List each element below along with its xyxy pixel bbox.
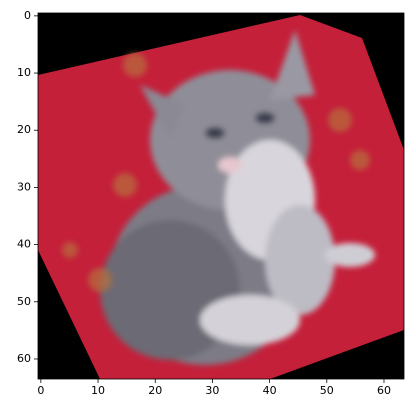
x-tick-label: 30	[205, 384, 219, 397]
x-tick-label: 40	[263, 384, 277, 397]
y-tick-label: 30	[17, 180, 31, 193]
y-tick-label: 40	[17, 238, 31, 251]
x-tick-label: 0	[37, 384, 44, 397]
x-tick-label: 10	[91, 384, 105, 397]
image	[38, 13, 404, 379]
x-tick-label: 60	[377, 384, 391, 397]
y-tick-label: 0	[24, 9, 31, 22]
y-tick-label: 60	[17, 352, 31, 365]
y-tick-label: 10	[17, 66, 31, 79]
blanket-pattern	[62, 53, 370, 292]
axes-frame	[37, 12, 405, 380]
x-tick-label: 50	[320, 384, 334, 397]
y-tick-label: 50	[17, 295, 31, 308]
x-tick-label: 20	[148, 384, 162, 397]
y-tick-label: 20	[17, 123, 31, 136]
kitten	[100, 30, 375, 365]
